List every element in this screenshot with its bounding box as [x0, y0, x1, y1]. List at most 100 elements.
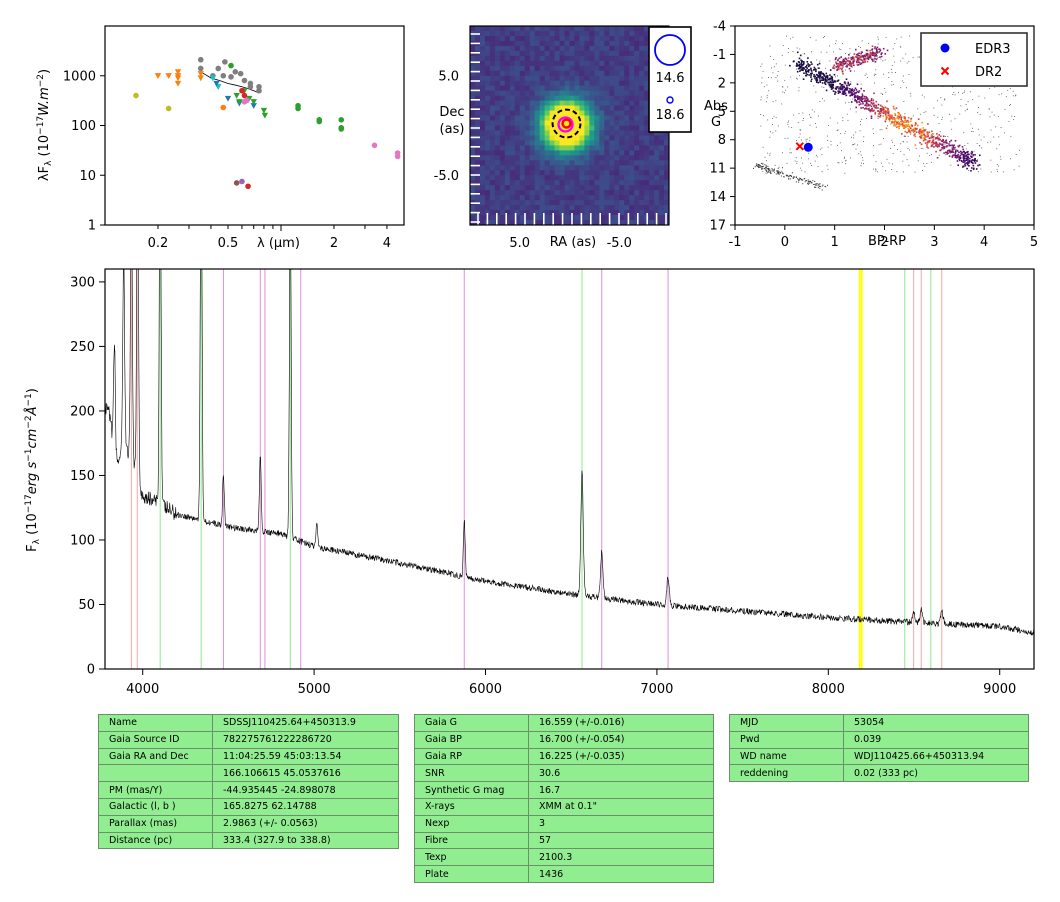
hr-ms-star	[917, 118, 920, 120]
image-pixel	[604, 120, 610, 126]
hr-ms-star	[938, 137, 940, 140]
image-pixel	[594, 205, 600, 211]
image-pixel	[579, 35, 585, 42]
image-pixel	[654, 205, 660, 211]
hr-field-star	[845, 53, 846, 55]
image-pixel	[524, 145, 531, 151]
hr-giant-star	[832, 65, 835, 68]
hr-field-star	[904, 122, 906, 124]
image-pixel	[654, 130, 660, 136]
image-pixel	[564, 95, 570, 102]
hr-giant-star	[863, 57, 865, 60]
hr-ms-star	[922, 139, 925, 142]
hr-ytick-label: 11	[709, 162, 726, 177]
hr-field-star	[840, 133, 842, 135]
hr-ms-star	[928, 131, 931, 133]
image-pixel	[474, 120, 481, 126]
image-pixel	[554, 170, 560, 176]
info-key: PM (mas/Y)	[98, 781, 213, 799]
info-row: 166.106615 45.0537616	[98, 764, 399, 783]
hr-ms-star	[800, 65, 803, 68]
sed-ytick-label: 1000	[63, 69, 96, 84]
hr-ms-star	[895, 123, 898, 126]
image-pixel	[634, 80, 640, 87]
sed-point	[237, 70, 244, 77]
hr-field-star	[988, 108, 990, 110]
info-value: 16.225 (+/-0.035)	[528, 747, 714, 766]
hr-field-star	[895, 72, 896, 73]
hr-ms-star	[944, 151, 947, 154]
hr-ms-star	[942, 147, 945, 150]
image-pixel	[624, 90, 630, 97]
image-pixel	[634, 100, 640, 107]
info-table-observation: MJD 53054 Pwd 0.039 WD name WDJ110425.66+4503…	[729, 714, 1029, 783]
hr-giant-star	[875, 51, 878, 53]
hr-ms-star	[854, 92, 856, 94]
hr-ms-star	[954, 156, 957, 159]
hr-field-star	[788, 48, 789, 49]
info-value: 30.6	[528, 764, 714, 783]
image-pixel	[599, 75, 605, 82]
hr-wd-star	[770, 169, 772, 171]
image-pixel	[629, 165, 635, 171]
hr-wd-star	[754, 166, 756, 168]
hr-field-star	[950, 164, 952, 166]
image-pixel	[494, 100, 501, 107]
image-pixel	[559, 195, 565, 201]
hr-ylabel-2: G	[711, 115, 721, 130]
image-pixel	[514, 40, 521, 47]
hr-field-star	[844, 156, 845, 158]
image-pixel	[494, 135, 501, 141]
image-pixel	[569, 115, 575, 121]
hr-field-star	[850, 108, 851, 110]
image-pixel	[634, 185, 640, 191]
image-pixel	[534, 40, 541, 47]
hr-ms-star	[899, 116, 901, 118]
image-pixel	[484, 105, 491, 111]
hr-ms-star	[872, 102, 875, 104]
image-pixel	[584, 30, 590, 37]
hr-field-star	[968, 170, 970, 171]
image-pixel	[619, 50, 625, 57]
image-pixel	[499, 170, 506, 176]
hr-ms-star	[900, 120, 902, 123]
hr-field-star	[784, 92, 785, 94]
hr-field-star	[926, 139, 928, 141]
hr-field-star	[903, 136, 905, 137]
hr-ms-star	[978, 164, 981, 166]
hr-wd-star	[816, 183, 818, 185]
image-pixel	[624, 140, 630, 146]
image-pixel	[564, 40, 570, 47]
hr-ms-star	[840, 88, 842, 90]
sed-point	[295, 105, 301, 112]
hr-field-star	[949, 113, 951, 115]
image-pixel	[604, 190, 610, 196]
image-pixel	[569, 155, 575, 161]
image-pixel	[514, 100, 521, 107]
hr-ms-star	[923, 137, 926, 140]
hr-ms-star	[853, 93, 855, 95]
hr-ms-star	[906, 131, 908, 134]
hr-ms-star	[854, 94, 857, 97]
hr-field-star	[802, 120, 804, 121]
image-pixel	[519, 140, 526, 146]
image-pixel	[489, 45, 496, 52]
hr-field-star	[980, 139, 982, 141]
image-pixel	[499, 160, 506, 166]
hr-ms-star	[942, 139, 945, 142]
hr-field-star	[781, 103, 783, 105]
hr-field-star	[953, 91, 955, 93]
image-pixel	[519, 115, 526, 121]
hr-ms-star	[869, 109, 872, 111]
image-pixel	[554, 155, 560, 161]
hr-ms-star	[898, 125, 901, 128]
image-pixel	[599, 180, 605, 186]
image-pixel	[559, 45, 565, 52]
image-pixel	[654, 180, 660, 186]
hr-field-star	[862, 157, 863, 159]
hr-field-star	[862, 159, 864, 161]
image-pixel	[529, 45, 536, 52]
hr-field-star	[827, 168, 829, 170]
image-pixel	[639, 185, 645, 191]
image-pixel	[479, 65, 486, 72]
